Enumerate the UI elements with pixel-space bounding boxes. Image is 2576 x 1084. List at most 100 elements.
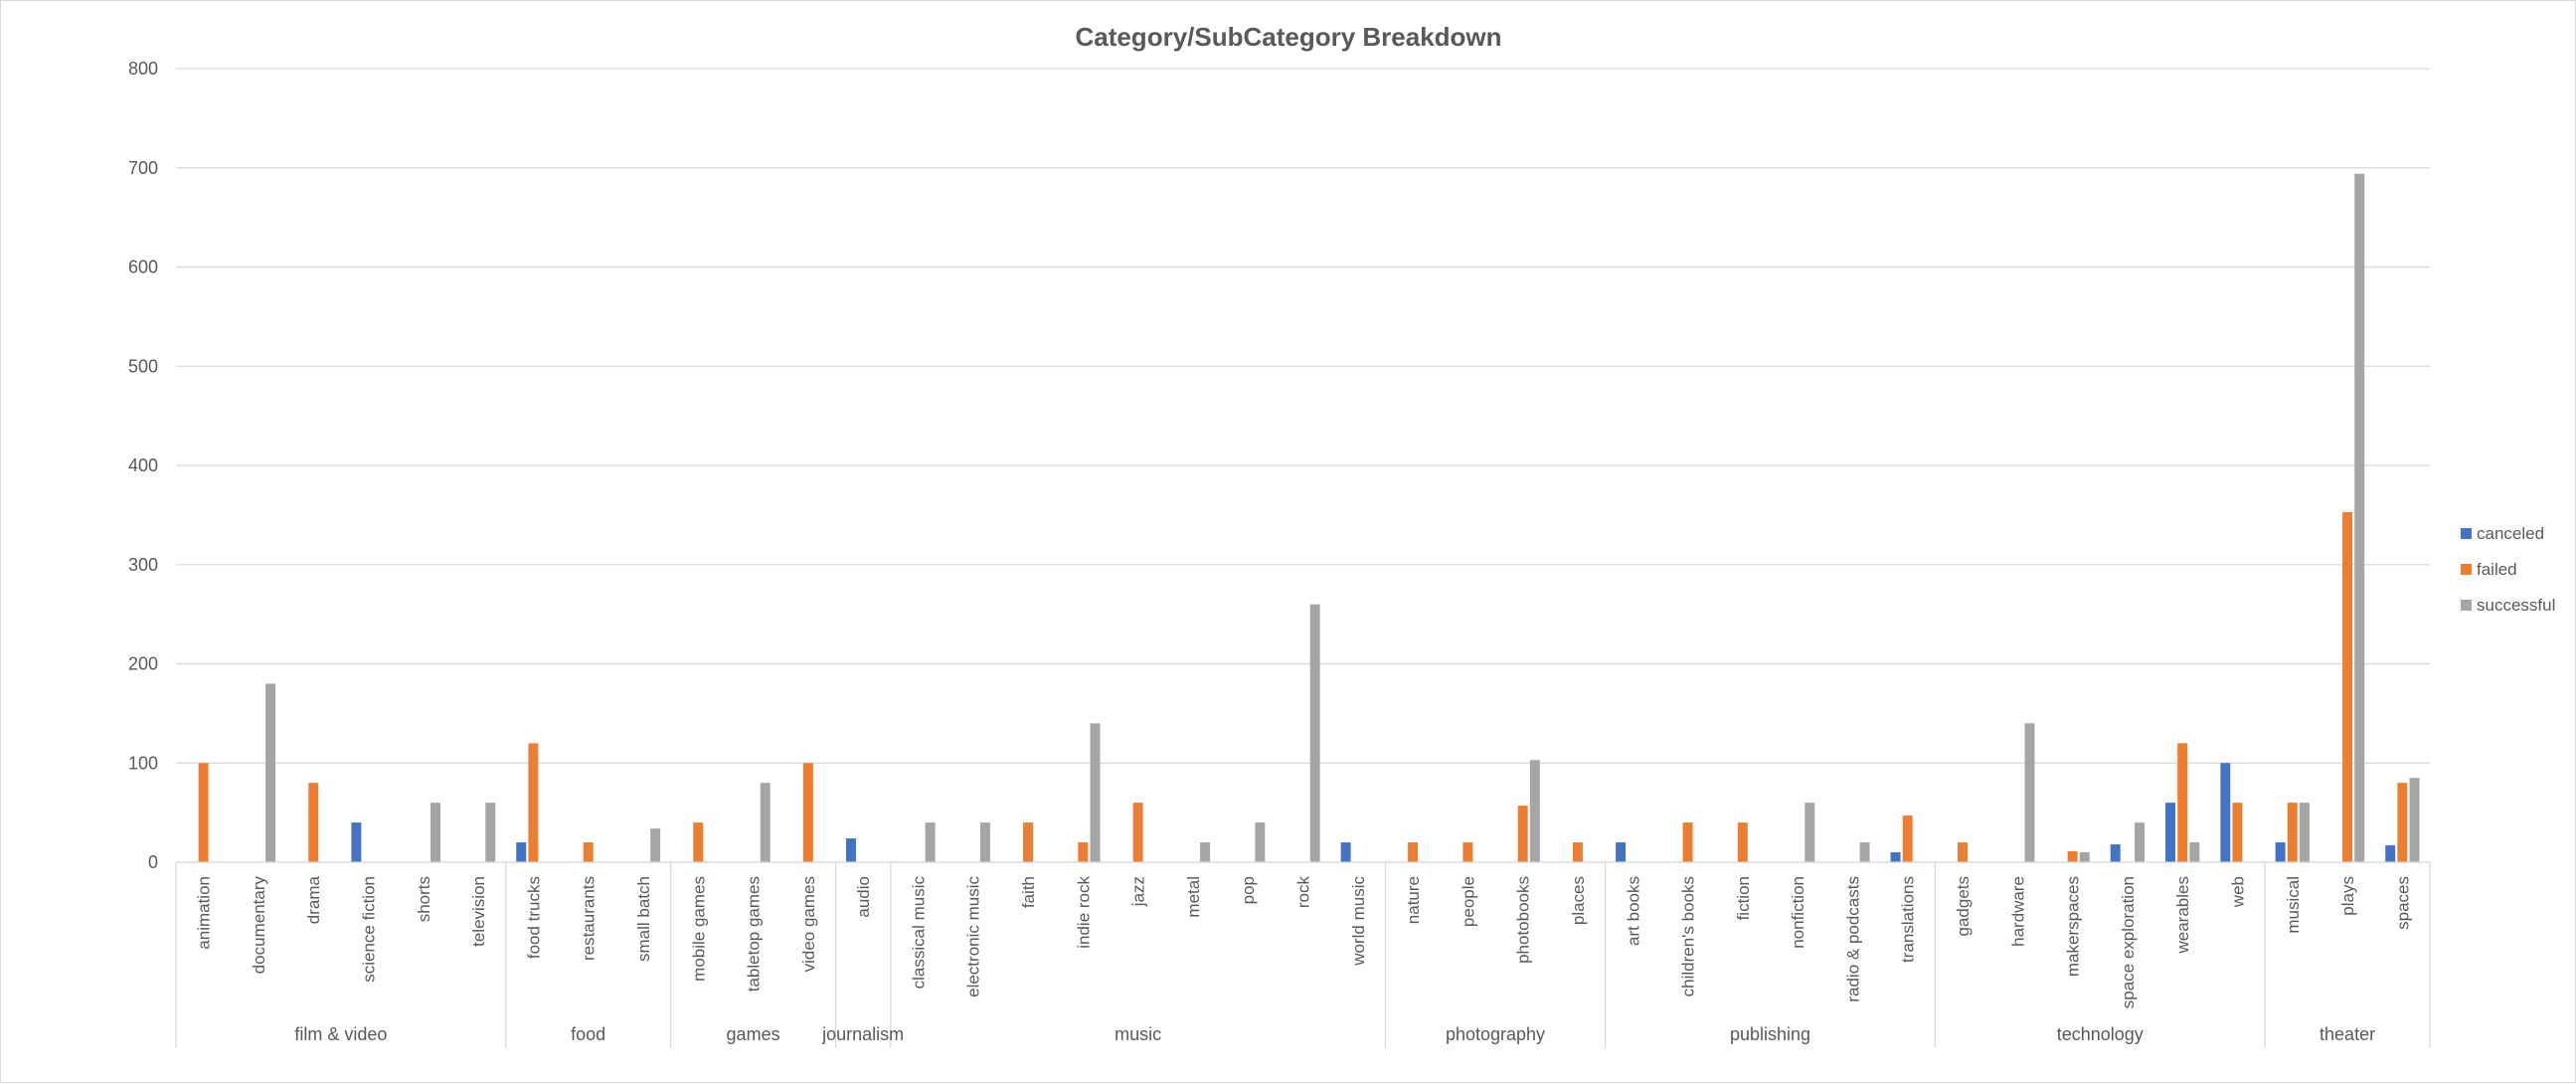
bar-successful: [979, 822, 990, 862]
bar-successful: [1090, 723, 1101, 862]
bar-successful: [1529, 760, 1540, 862]
x-category-label: shorts: [415, 876, 433, 922]
x-category-label: television: [469, 876, 488, 947]
x-category-label: pop: [1239, 876, 1258, 904]
x-category-label: food trucks: [524, 876, 543, 959]
x-category-label: animation: [195, 876, 214, 950]
bar-successful: [430, 803, 440, 862]
x-category-label: translations: [1899, 876, 1918, 963]
x-group-label: film & video: [294, 1024, 387, 1044]
bar-failed: [2287, 803, 2298, 862]
bar-failed: [2067, 851, 2078, 862]
bar-successful: [2354, 173, 2365, 863]
bar-successful: [925, 822, 936, 862]
bar-canceled: [2165, 803, 2175, 862]
bar-successful: [2409, 778, 2420, 862]
y-tick-label: 100: [128, 753, 158, 773]
x-group-label: music: [1115, 1024, 1161, 1044]
y-tick-label: 600: [128, 258, 158, 277]
x-group-label: technology: [2057, 1024, 2144, 1044]
gridlines: [176, 68, 2430, 863]
y-tick-label: 0: [148, 852, 158, 872]
bar-canceled: [351, 822, 362, 862]
bar-failed: [583, 842, 594, 862]
x-category-label: rock: [1294, 876, 1313, 909]
x-category-label: wearables: [2173, 876, 2192, 955]
x-axis: animation documentary drama science fiction…: [175, 861, 2431, 1048]
bar-successful: [1309, 604, 1320, 862]
bar-failed: [1078, 842, 1089, 862]
x-group-label: food: [571, 1024, 605, 1044]
x-group-label: theater: [2319, 1024, 2375, 1044]
y-axis-ticks: 0 100 200 300 400 500 600 700 800: [128, 59, 158, 872]
bar-failed: [2177, 743, 2188, 862]
bar-successful: [1804, 803, 1815, 862]
bar-canceled: [2110, 844, 2121, 862]
x-category-label: nonfiction: [1789, 876, 1807, 949]
x-category-label: electronic music: [964, 876, 983, 997]
x-category-label: spaces: [2393, 876, 2412, 930]
x-category-label: tabletop games: [745, 876, 764, 992]
legend-swatch-failed: [2461, 564, 2472, 575]
y-tick-label: 500: [128, 356, 158, 376]
chart-title: Category/SubCategory Breakdown: [1075, 22, 1501, 52]
bar-successful: [1200, 842, 1211, 862]
bar-failed: [1682, 822, 1693, 862]
bar-failed: [1023, 822, 1034, 862]
bar-failed: [1132, 803, 1143, 862]
x-category-label: audio: [854, 876, 873, 918]
x-category-label: people: [1459, 876, 1477, 927]
x-category-label: video games: [799, 876, 818, 972]
x-group-label: games: [727, 1024, 780, 1044]
bar-canceled: [2220, 763, 2231, 862]
y-tick-label: 300: [128, 555, 158, 575]
bar-failed: [693, 822, 704, 862]
y-tick-label: 800: [128, 59, 158, 79]
bar-failed: [1958, 842, 1968, 862]
legend-label: failed: [2477, 560, 2517, 579]
bar-failed: [1737, 822, 1748, 862]
bar-failed: [2342, 511, 2353, 862]
bar-canceled: [516, 842, 527, 862]
y-tick-label: 200: [128, 654, 158, 674]
bar-failed: [2397, 783, 2408, 862]
legend-swatch-successful: [2461, 600, 2472, 611]
bar-failed: [1572, 842, 1583, 862]
bar-failed: [1517, 806, 1528, 862]
bar-failed: [1408, 842, 1419, 862]
x-category-label: radio & podcasts: [1843, 876, 1862, 1002]
bar-successful: [1859, 842, 1870, 862]
x-category-label: gadgets: [1954, 876, 1973, 937]
bar-canceled: [2275, 842, 2286, 862]
legend-label: canceled: [2477, 524, 2544, 543]
x-category-label: science fiction: [360, 876, 379, 983]
bar-canceled: [1616, 842, 1627, 862]
bar-successful: [650, 828, 661, 862]
x-category-label: nature: [1404, 876, 1423, 924]
x-category-label: metal: [1184, 876, 1203, 918]
x-category-label: fiction: [1734, 876, 1753, 920]
bar-successful: [265, 683, 276, 862]
bar-canceled: [1890, 852, 1901, 862]
x-category-label: makerspaces: [2064, 876, 2083, 977]
bar-canceled: [1340, 842, 1351, 862]
bar-failed: [1902, 815, 1913, 862]
x-category-label: small batch: [634, 876, 653, 962]
x-category-label: places: [1569, 876, 1588, 925]
x-category-label: children's books: [1679, 876, 1698, 996]
bar-failed: [1462, 842, 1473, 862]
x-category-label: mobile games: [689, 876, 708, 982]
bar-successful: [2189, 842, 2200, 862]
x-category-label: musical: [2284, 876, 2303, 934]
x-category-label: space exploration: [2119, 876, 2138, 1008]
x-category-label: world music: [1349, 876, 1368, 967]
bar-successful: [1255, 822, 1266, 862]
x-category-label: hardware: [2008, 876, 2027, 947]
bar-canceled: [2385, 845, 2396, 862]
bar-successful: [2024, 723, 2035, 862]
x-category-label: drama: [304, 875, 323, 924]
x-category-label: plays: [2338, 876, 2357, 916]
bar-failed: [802, 763, 813, 862]
